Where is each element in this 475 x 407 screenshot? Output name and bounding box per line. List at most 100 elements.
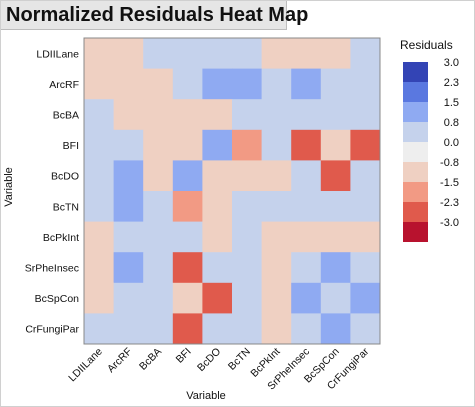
heatmap-cell [172,191,203,222]
chart-title: Normalized Residuals Heat Map [6,4,309,26]
heatmap-cell [261,221,292,253]
heatmap-cell [320,68,351,100]
x-tick-label: ArcRF [105,346,135,376]
heatmap-cell [202,252,233,284]
heatmap-cell [113,160,144,192]
legend-label: 2.3 [444,77,459,89]
heatmap-cell [350,38,381,69]
legend-swatch [403,142,428,162]
heatmap-cell [291,313,322,345]
heatmap-cell [172,160,203,192]
heatmap-cell [232,252,262,284]
legend-label: -1.5 [440,177,459,189]
heatmap-cell [320,221,351,253]
heatmap-cell [143,68,174,100]
heatmap-cell [261,160,292,192]
heatmap-cell [84,313,114,345]
heatmap-cell [320,191,351,222]
heatmap-cell [350,99,381,131]
heatmap-cells [84,38,381,345]
heatmap-cell [320,99,351,131]
heatmap-cell [84,99,114,131]
y-tick-label: ArcRF [49,79,79,91]
x-tick-label: BcDO [195,346,223,374]
legend-label: 0.0 [444,137,459,149]
heatmap-cell [320,313,351,345]
heatmap-cell [143,282,174,314]
heatmap-cell [232,282,262,314]
heatmap-cell [350,191,381,222]
heatmap-cell [261,282,292,314]
heatmap-cell [202,38,233,69]
heatmap-cell [232,68,262,100]
heatmap-cell [291,252,322,284]
heatmap-cell [113,252,144,284]
legend-swatch [403,62,428,82]
y-tick-label: BcTN [53,201,79,213]
heatmap-cell [143,221,174,253]
heatmap-cell [172,252,203,284]
heatmap-cell [172,129,203,161]
heatmap-cell [291,38,322,69]
heatmap-cell [350,129,381,161]
legend-swatch [403,162,428,182]
heatmap-cell [113,99,144,131]
heatmap-cell [261,313,292,345]
legend-swatch [403,222,428,242]
heatmap-cell [291,68,322,100]
heatmap-cell [291,99,322,131]
legend-items: 3.0 2.3 1.5 0.8 0.0 -0.8 -1.5 -2.3 -3.0 [403,57,459,242]
heatmap-cell [113,282,144,314]
heatmap-cell [113,38,144,69]
heatmap-cell [172,99,203,131]
y-tick-label: CrFungiPar [25,324,79,336]
y-tick-label: SrPheInsec [25,263,79,275]
y-tick-label: BcDO [51,171,79,183]
heatmap-cell [113,68,144,100]
legend-title: Residuals [400,38,453,52]
heatmap-cell [84,252,114,284]
heatmap-cell [143,191,174,222]
legend-label: -3.0 [440,217,459,229]
heatmap-cell [202,160,233,192]
heatmap-cell [202,129,233,161]
heatmap-cell [261,129,292,161]
heatmap-cell [320,282,351,314]
x-tick-label: BFI [174,346,194,366]
x-tick-labels: LDIILane ArcRF BcBA BFI BcDO BcTNBcPkIntSrPhe… [66,345,371,392]
color-legend: Residuals 3.0 2.3 1.5 0.8 0.0 -0.8 -1.5 -2.3 -3.… [400,38,459,242]
legend-label: 1.5 [444,97,459,109]
heatmap-cell [320,160,351,192]
heatmap-cell [291,221,322,253]
title-bar: Normalized Residuals Heat Map [1,1,308,30]
plot-border [83,37,381,345]
heatmap-cell [143,129,174,161]
heatmap-cell [291,129,322,161]
heatmap-cell [232,38,262,69]
x-axis-label: Variable [186,390,226,402]
heatmap-cell [232,160,262,192]
heatmap-cell [202,68,233,100]
heatmap-cell [84,68,114,100]
x-tick-label: LDIILane [66,346,105,385]
heatmap-cell [84,282,114,314]
x-tick-label: BcTN [226,346,253,373]
heatmap-cell [350,160,381,192]
heatmap-cell [172,38,203,69]
legend-label: -2.3 [440,197,459,209]
y-axis-label: Variable [3,167,15,207]
heatmap-cell [350,221,381,253]
heatmap-cell [143,313,174,345]
y-tick-label: BcPkInt [43,232,79,244]
heatmap-cell [202,221,233,253]
heatmap-cell [232,129,262,161]
heatmap-cell [113,313,144,345]
heatmap-cell [84,221,114,253]
legend-label: -0.8 [440,157,459,169]
y-tick-labels: LDIILane ArcRF BcBA BFI BcDO BcTN BcPkInt SrPhe… [25,48,80,335]
heatmap-cell [143,252,174,284]
heatmap-cell [113,129,144,161]
heatmap-cell [84,160,114,192]
heatmap-cell [172,313,203,345]
